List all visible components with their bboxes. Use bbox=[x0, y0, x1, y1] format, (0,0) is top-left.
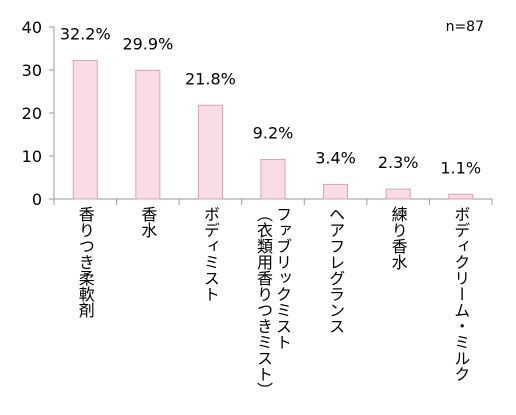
data-label: 32.2% bbox=[60, 25, 111, 44]
data-label: 2.3% bbox=[378, 153, 419, 172]
bar bbox=[385, 188, 411, 200]
x-axis bbox=[53, 198, 493, 205]
y-tick-label: 0 bbox=[32, 190, 42, 209]
y-tick-label: 40 bbox=[22, 18, 42, 37]
y-tick-label: 20 bbox=[22, 104, 42, 123]
bar bbox=[197, 104, 223, 200]
x-tick-label: 香りつき柔軟剤 bbox=[75, 206, 95, 318]
data-label: 21.8% bbox=[185, 69, 236, 88]
bar bbox=[260, 158, 286, 200]
bar bbox=[135, 69, 161, 200]
y-axis: 0 10 20 30 40 bbox=[22, 18, 55, 209]
x-tick-label: 香水 bbox=[138, 206, 158, 238]
y-tick-label: 10 bbox=[22, 147, 42, 166]
bars bbox=[72, 60, 474, 200]
bar bbox=[72, 60, 98, 200]
data-label: 29.9% bbox=[122, 34, 173, 53]
y-tick-label: 30 bbox=[22, 61, 42, 80]
data-label: 9.2% bbox=[253, 123, 294, 142]
bar bbox=[323, 183, 349, 200]
x-tick-label: ボディクリーム・ミルク bbox=[451, 206, 471, 382]
bar bbox=[448, 193, 474, 200]
x-tick-label: ヘアフレグランス bbox=[326, 206, 346, 334]
data-labels: 32.2% 29.9% 21.8% 9.2% 3.4% 2.3% 1.1% bbox=[60, 25, 481, 178]
data-label: 1.1% bbox=[440, 158, 481, 177]
data-label: 3.4% bbox=[315, 148, 356, 167]
x-tick-label: ファブリックミスト （衣類用香りつきミスト） bbox=[254, 206, 292, 398]
sample-size-label: n=87 bbox=[446, 19, 484, 35]
x-tick-label: ボディミスト bbox=[200, 206, 220, 302]
x-tick-label: 練り香水 bbox=[388, 206, 408, 270]
